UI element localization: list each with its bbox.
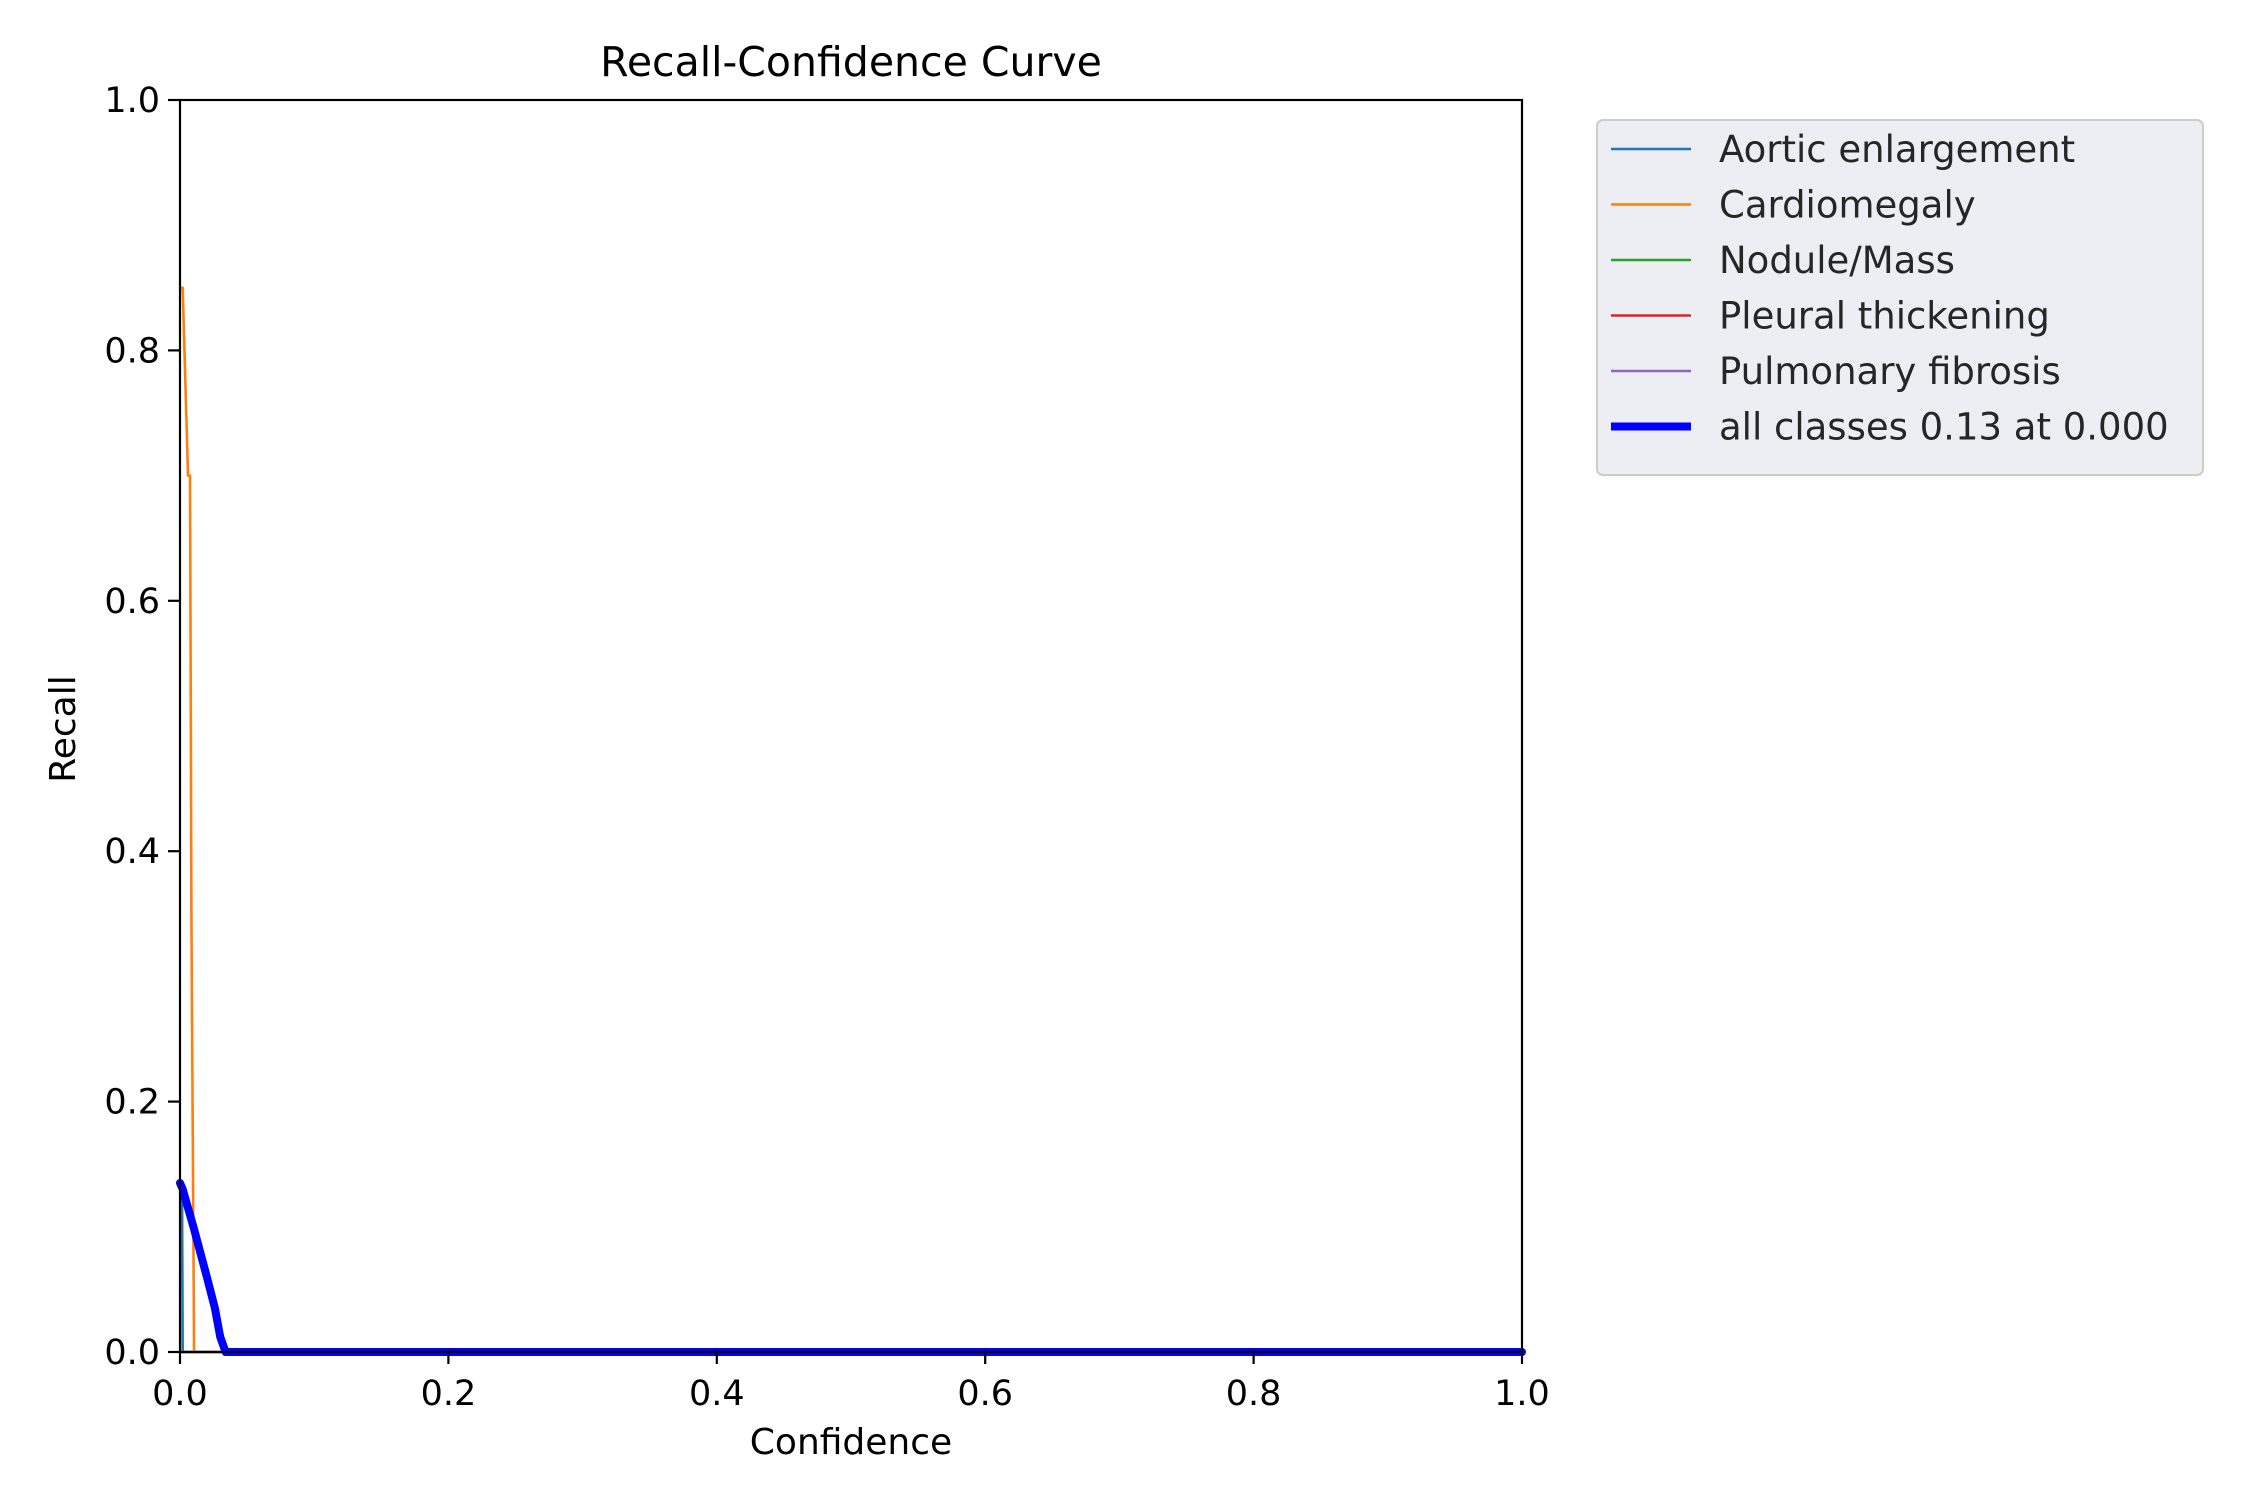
y-tick-label-4: 0.8 xyxy=(104,331,160,371)
y-axis-title: Recall xyxy=(43,675,84,782)
plot-area: 0.0 0.2 0.4 0.6 0.8 1.0 0.0 0.2 0.4 0.6 0.8 1.0 xyxy=(104,81,1550,1414)
chart-title: Recall-Confidence Curve xyxy=(600,38,1102,86)
legend: Aortic enlargement Cardiomegaly Nodule/Mas… xyxy=(1596,119,2204,476)
legend-label-1: Cardiomegaly xyxy=(1719,184,1976,227)
y-tick-label-1: 0.2 xyxy=(104,1083,160,1123)
x-tick-label-3: 0.6 xyxy=(957,1374,1013,1414)
y-tick-label-5: 1.0 xyxy=(104,81,160,121)
x-tick-label-5: 1.0 xyxy=(1494,1374,1550,1414)
x-axis-title: Confidence xyxy=(750,1422,952,1463)
x-tick-label-2: 0.4 xyxy=(689,1374,745,1414)
x-tick-label-1: 0.2 xyxy=(421,1374,477,1414)
x-tick-label-0: 0.0 xyxy=(152,1374,208,1414)
y-tick-label-3: 0.6 xyxy=(104,582,160,622)
x-tick-label-4: 0.8 xyxy=(1226,1374,1282,1414)
legend-label-2: Nodule/Mass xyxy=(1719,239,1955,282)
legend-label-5: all classes 0.13 at 0.000 xyxy=(1719,406,2169,449)
series-line-5 xyxy=(176,1178,1526,1356)
legend-label-3: Pleural thickening xyxy=(1719,295,2050,338)
y-tick-label-0: 0.0 xyxy=(104,1333,160,1373)
legend-box xyxy=(1596,119,2204,476)
legend-label-0: Aortic enlargement xyxy=(1719,128,2075,171)
plot-frame xyxy=(178,98,1524,1354)
y-tick-label-2: 0.4 xyxy=(104,832,160,872)
legend-label-4: Pulmonary fibrosis xyxy=(1719,350,2061,393)
